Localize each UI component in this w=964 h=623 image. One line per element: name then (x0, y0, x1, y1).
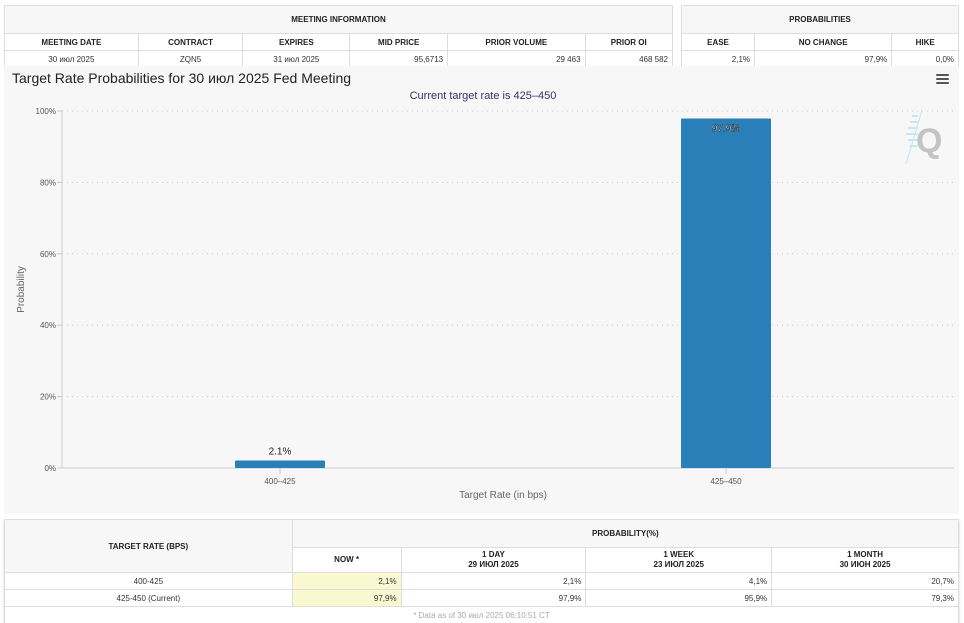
bar-400–425 (235, 460, 325, 468)
col-1-month: 1 MONTH 30 ИЮН 2025 (771, 547, 959, 573)
y-tick-label: 80% (40, 178, 56, 187)
col-contract: CONTRACT (137, 33, 244, 51)
col-expires: EXPIRES (242, 33, 351, 51)
mid-price-value: 95,6713 (349, 50, 449, 68)
y-tick-label: 40% (40, 321, 56, 330)
1-week-value: 95,9% (585, 589, 773, 607)
probability-group-header: PROBABILITY(%) (291, 519, 960, 548)
expires-value: 31 июл 2025 (242, 50, 351, 68)
q-logo-icon: Q (905, 109, 942, 165)
y-axis-label: Probability (16, 266, 27, 313)
col-now: NOW * (291, 547, 402, 573)
col-1-day: 1 DAY 29 ИЮЛ 2025 (400, 547, 587, 573)
data-label: 97.9% (712, 123, 740, 134)
table-row: 400-425 2,1% 2,1% 4,1% 20,7% (4, 572, 959, 590)
rate-label: 400-425 (4, 572, 293, 590)
chart-panel: Current target rate is 425–450 0% 20% 40% 60… (4, 66, 959, 514)
col-no-change: NO CHANGE (754, 33, 893, 51)
data-timestamp-footnote: * Data as of 30 июл 2025 06:10:51 CT (4, 606, 959, 623)
table-row: 30 июл 2025 ZQN5 31 июл 2025 95,6713 29 … (4, 50, 674, 68)
chart-subtitle: Current target rate is 425–450 (410, 90, 557, 102)
probabilities-table: PROBABILITIES EASE NO CHANGE HIKE 2,1% 9… (680, 5, 959, 68)
prior-oi-value: 468 582 (584, 50, 674, 68)
col-1-week: 1 WEEK 23 ИЮЛ 2025 (585, 547, 773, 573)
1-day-value: 2,1% (400, 572, 587, 590)
svg-text:Q: Q (916, 122, 942, 160)
col-ease: EASE (680, 33, 756, 51)
col-prior-volume: PRIOR VOLUME (447, 33, 586, 51)
contract-value: ZQN5 (137, 50, 244, 68)
x-tick-label: 425–450 (710, 477, 742, 486)
y-tick-label: 100% (36, 107, 56, 116)
col-hike: HIKE (891, 33, 959, 51)
chart-title: Target Rate Probabilities for 30 июл 202… (12, 70, 352, 86)
probabilities-header: PROBABILITIES (681, 5, 959, 34)
col-mid-price: MID PRICE (349, 33, 449, 51)
x-axis-label: Target Rate (in bps) (459, 490, 547, 501)
table-row: 425-450 (Current) 97,9% 97,9% 95,9% 79,3… (4, 589, 959, 607)
x-tick-label: 400–425 (264, 477, 296, 486)
meeting-information-header: MEETING INFORMATION (4, 5, 673, 34)
col-meeting-date: MEETING DATE (4, 33, 139, 51)
rate-label: 425-450 (Current) (4, 589, 293, 607)
y-tick-label: 60% (40, 250, 56, 259)
table-row: 2,1% 97,9% 0,0% (680, 50, 959, 68)
1-month-value: 20,7% (771, 572, 959, 590)
bar-chart: Current target rate is 425–450 0% 20% 40% 60… (16, 90, 954, 501)
prior-volume-value: 29 463 (447, 50, 586, 68)
col-prior-oi: PRIOR OI (584, 33, 674, 51)
hamburger-menu-icon[interactable] (936, 74, 949, 85)
meeting-date-value: 30 июл 2025 (4, 50, 139, 68)
ease-value: 2,1% (680, 50, 756, 68)
y-tick-label: 0% (44, 464, 56, 473)
1-day-value: 97,9% (400, 589, 587, 607)
hike-value: 0,0% (891, 50, 959, 68)
data-label: 2.1% (269, 447, 292, 458)
no-change-value: 97,9% (754, 50, 893, 68)
bar-425–450 (681, 118, 771, 468)
target-rate-header: TARGET RATE (BPS) (4, 519, 293, 573)
meeting-information-table: MEETING INFORMATION MEETING DATE CONTRAC… (4, 5, 674, 68)
now-value: 2,1% (291, 572, 402, 590)
target-rate-probability-table: TARGET RATE (BPS) PROBABILITY(%) NOW * 1… (4, 519, 960, 623)
1-week-value: 4,1% (585, 572, 773, 590)
1-month-value: 79,3% (771, 589, 959, 607)
now-value: 97,9% (291, 589, 402, 607)
y-tick-label: 20% (40, 393, 56, 402)
